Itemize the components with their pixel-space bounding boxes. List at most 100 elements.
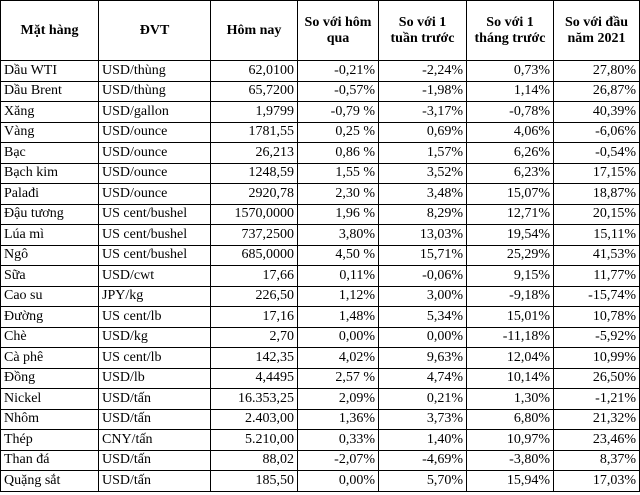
table-cell: 0,73% — [466, 60, 554, 82]
table-cell: Đường — [0, 306, 99, 328]
table-cell: 8,37% — [553, 449, 640, 471]
table-cell: 13,03% — [378, 224, 467, 246]
table-cell: 4,02% — [297, 347, 379, 369]
table-cell: 1,36% — [297, 408, 379, 430]
table-cell: -11,18% — [466, 326, 554, 348]
table-cell: 3,00% — [378, 285, 467, 307]
table-row: Chè USD/kg 2,70 0,00% 0,00% -11,18% -5,92% — [0, 326, 640, 348]
table-cell: 65,7200 — [210, 80, 298, 102]
table-cell: 15,11% — [553, 224, 640, 246]
table-cell: 10,99% — [553, 347, 640, 369]
table-cell: 6,80% — [466, 408, 554, 430]
table-cell: USD/tấn — [98, 408, 211, 430]
table-row: Dầu WTI USD/thùng 62,0100 -0,21% -2,24% 0,73%… — [0, 60, 640, 82]
table-row: Lúa mì US cent/bushel 737,2500 3,80% 13,03% 1… — [0, 224, 640, 246]
table-cell: Nickel — [0, 388, 99, 410]
table-row: Nhôm USD/tấn 2.403,00 1,36% 3,73% 6,80% 21,32% — [0, 408, 640, 430]
table-cell: 4,74% — [378, 367, 467, 389]
table-cell: Vàng — [0, 121, 99, 143]
table-cell: 1,57% — [378, 142, 467, 164]
table-cell: Dầu WTI — [0, 60, 99, 82]
header-cell: Hôm nay — [210, 0, 298, 61]
table-row: Bạch kim USD/ounce 1248,59 1,55 % 3,52% 6,23%… — [0, 162, 640, 184]
table-cell: 6,26% — [466, 142, 554, 164]
table-row: Cà phê US cent/lb 142,35 4,02% 9,63% 12,04% 10… — [0, 347, 640, 369]
table-cell: 2920,78 — [210, 183, 298, 205]
table-cell: 3,52% — [378, 162, 467, 184]
table-cell: -2,07% — [297, 449, 379, 471]
table-cell: USD/ounce — [98, 121, 211, 143]
table-cell: 6,23% — [466, 162, 554, 184]
table-cell: 0,25 % — [297, 121, 379, 143]
table-cell: Palađi — [0, 183, 99, 205]
table-cell: 17,16 — [210, 306, 298, 328]
table-cell: 2.403,00 — [210, 408, 298, 430]
table-cell: 226,50 — [210, 285, 298, 307]
table-cell: 142,35 — [210, 347, 298, 369]
table-cell: 62,0100 — [210, 60, 298, 82]
table-cell: 1,96 % — [297, 203, 379, 225]
header-cell: So với đầu năm 2021 — [553, 0, 640, 61]
table-cell: 41,53% — [553, 244, 640, 266]
table-cell: USD/gallon — [98, 101, 211, 123]
table-cell: USD/ounce — [98, 162, 211, 184]
header-cell: ĐVT — [98, 0, 211, 61]
table-cell: 4,06% — [466, 121, 554, 143]
table-cell: 8,29% — [378, 203, 467, 225]
table-cell: -4,69% — [378, 449, 467, 471]
header-row: Mặt hàng ĐVT Hôm nay So với hôm qua So với 1… — [0, 0, 640, 61]
table-cell: 0,33% — [297, 429, 379, 451]
table-cell: Nhôm — [0, 408, 99, 430]
table-cell: -3,17% — [378, 101, 467, 123]
table-cell: USD/lb — [98, 367, 211, 389]
table-cell: 685,0000 — [210, 244, 298, 266]
table-cell: JPY/kg — [98, 285, 211, 307]
table-cell: -6,06% — [553, 121, 640, 143]
table-cell: 40,39% — [553, 101, 640, 123]
table-cell: Bạc — [0, 142, 99, 164]
table-cell: Xăng — [0, 101, 99, 123]
table-cell: 88,02 — [210, 449, 298, 471]
table-cell: 185,50 — [210, 470, 298, 492]
table-cell: 5,70% — [378, 470, 467, 492]
table-cell: Sữa — [0, 265, 99, 287]
table-cell: 1,14% — [466, 80, 554, 102]
table-cell: 737,2500 — [210, 224, 298, 246]
table-cell: 15,01% — [466, 306, 554, 328]
table-cell: -0,57% — [297, 80, 379, 102]
table-cell: 1781,55 — [210, 121, 298, 143]
header-cell: So với hôm qua — [297, 0, 379, 61]
table-header: Mặt hàng ĐVT Hôm nay So với hôm qua So với 1… — [0, 0, 640, 61]
table-cell: 1248,59 — [210, 162, 298, 184]
table-cell: Đậu tương — [0, 203, 99, 225]
table-cell: 17,03% — [553, 470, 640, 492]
table-cell: CNY/tấn — [98, 429, 211, 451]
table-cell: -3,80% — [466, 449, 554, 471]
table-cell: 0,00% — [297, 326, 379, 348]
table-cell: USD/ounce — [98, 142, 211, 164]
table-cell: 2,30 % — [297, 183, 379, 205]
table-cell: 9,15% — [466, 265, 554, 287]
table-cell: US cent/bushel — [98, 244, 211, 266]
table-cell: 23,46% — [553, 429, 640, 451]
table-cell: USD/tấn — [98, 449, 211, 471]
header-cell: Mặt hàng — [0, 0, 99, 61]
table-row: Quặng sắt USD/tấn 185,50 0,00% 5,70% 15,94% 17… — [0, 470, 640, 492]
table-cell: -0,79 % — [297, 101, 379, 123]
table-cell: Đồng — [0, 367, 99, 389]
table-cell: 18,87% — [553, 183, 640, 205]
table-row: Cao su JPY/kg 226,50 1,12% 3,00% -9,18% -15,74… — [0, 285, 640, 307]
table-row: Thép CNY/tấn 5.210,00 0,33% 1,40% 10,97% 23,46… — [0, 429, 640, 451]
table-cell: Thép — [0, 429, 99, 451]
table-cell: 0,21% — [378, 388, 467, 410]
table-cell: 20,15% — [553, 203, 640, 225]
table-row: Đồng USD/lb 4,4495 2,57 % 4,74% 10,14% 26,50% — [0, 367, 640, 389]
table-cell: 3,80% — [297, 224, 379, 246]
table-cell: -0,54% — [553, 142, 640, 164]
table-cell: 9,63% — [378, 347, 467, 369]
table-cell: 2,09% — [297, 388, 379, 410]
table-cell: -0,78% — [466, 101, 554, 123]
table-cell: 10,97% — [466, 429, 554, 451]
table-cell: -9,18% — [466, 285, 554, 307]
